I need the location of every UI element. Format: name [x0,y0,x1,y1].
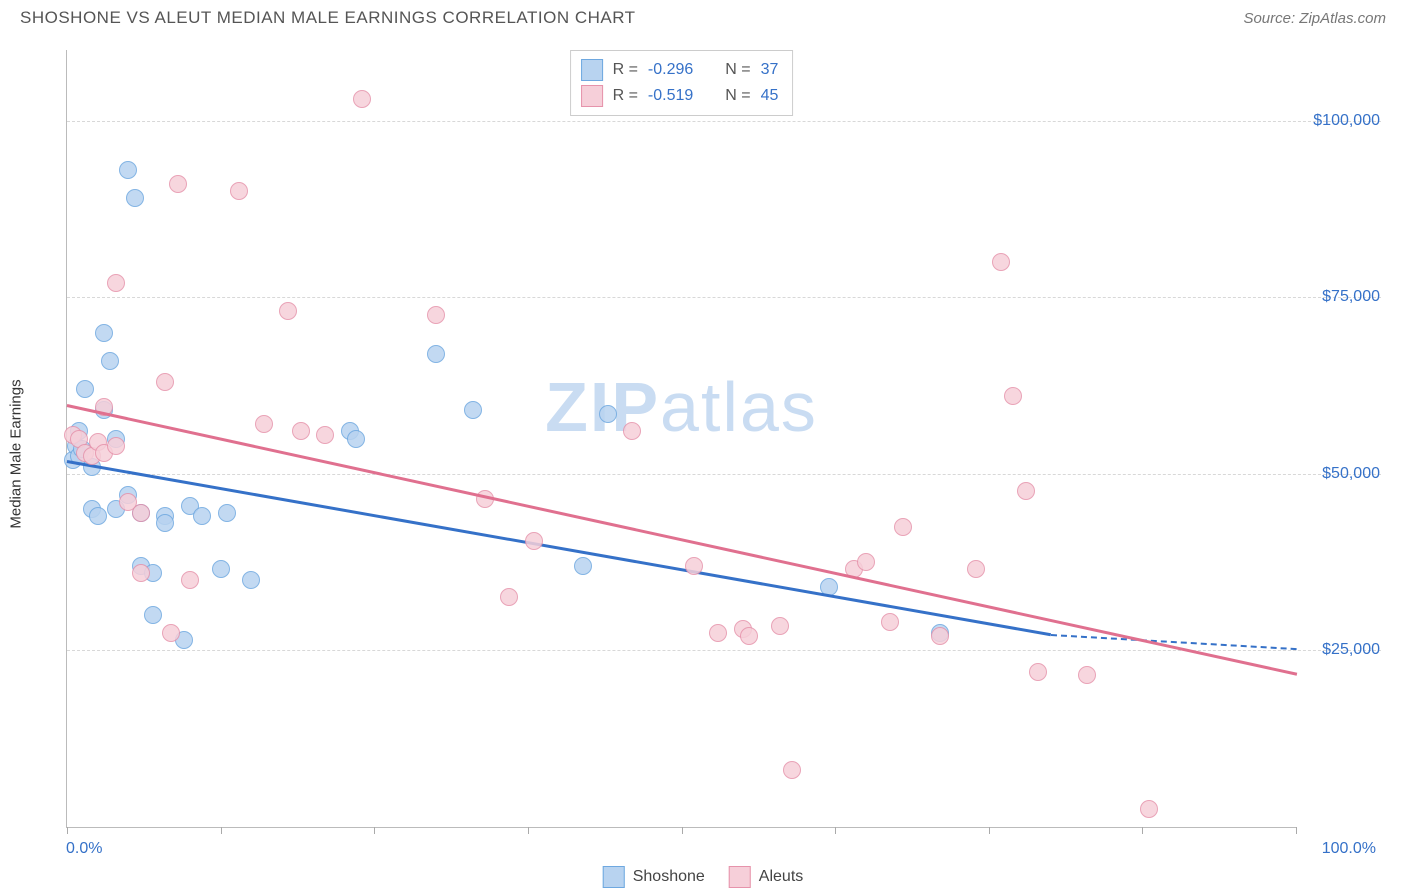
data-point [193,507,211,525]
legend-label: Shoshone [633,868,705,886]
x-axis-min-label: 0.0% [66,840,102,858]
y-tick-label: $25,000 [1322,641,1380,659]
data-point [857,553,875,571]
data-point [709,624,727,642]
data-point [132,564,150,582]
data-point [525,532,543,550]
data-point [169,175,187,193]
n-value: 45 [761,87,779,105]
x-tick [989,827,990,834]
x-axis-max-label: 100.0% [1322,840,1376,858]
legend-item: Shoshone [603,866,705,888]
data-point [740,627,758,645]
stats-row: R = -0.519 N = 45 [581,83,779,109]
data-point [156,514,174,532]
x-tick [1142,827,1143,834]
data-point [255,415,273,433]
chart-container: Median Male Earnings ZIPatlas R =-0.296N… [20,40,1386,868]
x-tick [682,827,683,834]
x-tick [221,827,222,834]
data-point [1078,666,1096,684]
data-point [242,571,260,589]
data-point [95,324,113,342]
data-point [783,761,801,779]
data-point [316,426,334,444]
x-tick [1296,827,1297,834]
data-point [574,557,592,575]
data-point [427,345,445,363]
data-point [212,560,230,578]
data-point [89,507,107,525]
data-point [771,617,789,635]
x-tick [835,827,836,834]
correlation-stats-box: R = -0.296 N = 37 R = -0.519 N = 45 [570,50,794,116]
y-tick-label: $75,000 [1322,288,1380,306]
data-point [500,588,518,606]
data-point [107,437,125,455]
gridline [67,121,1381,122]
watermark: ZIPatlas [545,367,818,447]
data-point [599,405,617,423]
y-tick-label: $50,000 [1322,465,1380,483]
data-point [992,253,1010,271]
data-point [894,518,912,536]
n-value: 37 [761,61,779,79]
legend-swatch [729,866,751,888]
stats-row: R = -0.296 N = 37 [581,57,779,83]
r-value: -0.296 [648,61,693,79]
data-point [1004,387,1022,405]
data-point [464,401,482,419]
data-point [292,422,310,440]
data-point [1140,800,1158,818]
data-point [623,422,641,440]
data-point [1029,663,1047,681]
n-label: N = [725,87,750,105]
data-point [967,560,985,578]
data-point [685,557,703,575]
legend-label: Aleuts [759,868,803,886]
data-point [181,571,199,589]
chart-title: SHOSHONE VS ALEUT MEDIAN MALE EARNINGS C… [20,8,636,28]
scatter-plot-area: ZIPatlas R =-0.296N =37R =-0.519N =45 $2… [66,50,1296,828]
data-point [1017,482,1035,500]
data-point [347,430,365,448]
chart-source: Source: ZipAtlas.com [1243,10,1386,27]
data-point [144,606,162,624]
y-tick-label: $100,000 [1313,112,1380,130]
legend-swatch [603,866,625,888]
data-point [218,504,236,522]
legend-item: Aleuts [729,866,803,888]
data-point [119,161,137,179]
legend-swatch [581,85,603,107]
gridline [67,297,1381,298]
data-point [132,504,150,522]
data-point [427,306,445,324]
data-point [162,624,180,642]
data-point [279,302,297,320]
r-label: R = [613,61,638,79]
gridline [67,474,1381,475]
data-point [931,627,949,645]
x-tick [528,827,529,834]
data-point [353,90,371,108]
x-tick [67,827,68,834]
series-legend: Shoshone Aleuts [603,866,804,888]
data-point [881,613,899,631]
data-point [107,274,125,292]
data-point [126,189,144,207]
trend-line [67,460,1051,636]
r-label: R = [613,87,638,105]
y-axis-label: Median Male Earnings [8,379,25,528]
legend-swatch [581,59,603,81]
n-label: N = [725,61,750,79]
data-point [230,182,248,200]
data-point [76,380,94,398]
r-value: -0.519 [648,87,693,105]
trend-line [67,404,1298,675]
x-tick [374,827,375,834]
data-point [156,373,174,391]
data-point [101,352,119,370]
